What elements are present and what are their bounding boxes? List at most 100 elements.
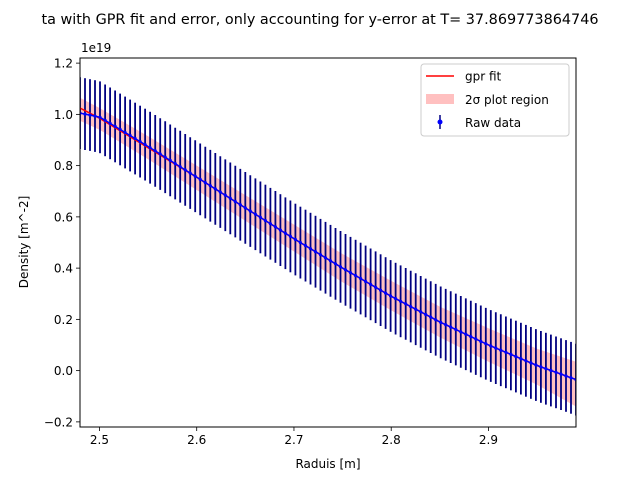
data-point (504, 350, 508, 354)
data-point (268, 222, 272, 226)
data-point (479, 339, 483, 343)
legend-band-label: 2σ plot region (465, 93, 549, 107)
data-point (439, 320, 443, 324)
data-point (98, 115, 102, 119)
data-point (88, 113, 92, 117)
data-point (389, 294, 393, 298)
data-point (253, 212, 257, 216)
data-point (138, 140, 142, 144)
data-point (208, 184, 212, 188)
data-point (278, 228, 282, 232)
data-point (509, 352, 513, 356)
data-point (263, 219, 267, 223)
x-tick-label: 2.8 (382, 433, 401, 447)
data-point (499, 348, 503, 352)
data-point (554, 370, 558, 374)
raw-data-line (80, 112, 576, 381)
x-axis-ticks: 2.5 2.6 2.7 2.8 2.9 (90, 427, 498, 447)
data-point (173, 162, 177, 166)
data-point (293, 237, 297, 242)
data-point (238, 203, 242, 207)
data-point (559, 372, 563, 376)
data-point (128, 133, 132, 138)
data-point (103, 118, 107, 122)
data-point (459, 330, 463, 334)
x-tick-label: 2.6 (187, 433, 206, 447)
plot-area (80, 77, 576, 416)
chart-title: ta with GPR fit and error, only accounti… (41, 12, 598, 28)
data-point (273, 225, 277, 229)
data-point (379, 288, 383, 292)
data-point (449, 325, 453, 329)
data-point (564, 374, 568, 378)
data-point (228, 196, 232, 200)
data-point (203, 181, 207, 185)
y-tick-label: 0.6 (54, 210, 73, 224)
x-tick-label: 2.9 (479, 433, 498, 447)
data-point (429, 315, 433, 319)
data-point (519, 357, 523, 361)
data-point (354, 274, 358, 278)
axes-frame (79, 57, 577, 428)
data-point (364, 279, 368, 284)
data-point (469, 335, 473, 339)
data-point (283, 231, 287, 235)
data-point (384, 291, 388, 295)
data-point (83, 112, 87, 116)
y-offset-label: 1e19 (81, 41, 111, 55)
data-point (424, 312, 428, 317)
data-point (133, 136, 137, 141)
data-point (419, 310, 423, 314)
data-point (569, 376, 573, 380)
data-point (313, 250, 318, 254)
data-point (464, 332, 468, 336)
y-tick-label: −0.2 (44, 415, 73, 429)
data-point (153, 149, 157, 153)
data-point (348, 271, 353, 275)
y-tick-label: 1.0 (54, 108, 73, 122)
data-point (193, 174, 197, 178)
data-point (213, 187, 217, 191)
data-point (243, 206, 247, 210)
data-point (374, 285, 378, 289)
y-tick-label: 0.0 (54, 364, 73, 378)
y-tick-label: 0.8 (54, 159, 73, 173)
sigma-band (80, 97, 576, 407)
legend-band-swatch (426, 94, 454, 104)
data-point (328, 259, 333, 263)
legend-fit-label: gpr fit (465, 70, 502, 84)
data-point (118, 127, 122, 131)
data-point (343, 268, 348, 272)
y-axis-label: Density [m^-2] (17, 196, 31, 289)
data-point (338, 265, 343, 269)
data-point (404, 302, 408, 306)
data-point (444, 323, 448, 327)
raw-data-layer (80, 111, 576, 382)
data-point (489, 344, 493, 348)
x-axis-label: Raduis [m] (295, 457, 360, 471)
data-point (524, 359, 528, 363)
data-point (248, 209, 252, 213)
legend-data-label: Raw data (465, 116, 521, 130)
legend-data-marker (437, 119, 443, 125)
data-point (399, 299, 403, 303)
y-axis-ticks: −0.2 0.0 0.2 0.4 0.6 0.8 1.0 1.2 (44, 57, 80, 429)
data-point (123, 130, 127, 135)
sigma-band-layer (80, 97, 576, 407)
data-point (288, 234, 292, 238)
data-point (298, 241, 302, 245)
data-point (148, 146, 152, 150)
data-point (318, 253, 323, 257)
data-point (93, 114, 97, 118)
data-point (529, 361, 533, 365)
data-point (163, 155, 167, 159)
data-point (223, 193, 227, 197)
data-point (434, 318, 438, 322)
data-point (158, 152, 162, 156)
data-point (494, 346, 498, 350)
data-point (484, 342, 488, 346)
data-point (474, 337, 478, 341)
data-point (359, 276, 363, 281)
data-point (333, 262, 338, 266)
data-point (454, 327, 458, 332)
